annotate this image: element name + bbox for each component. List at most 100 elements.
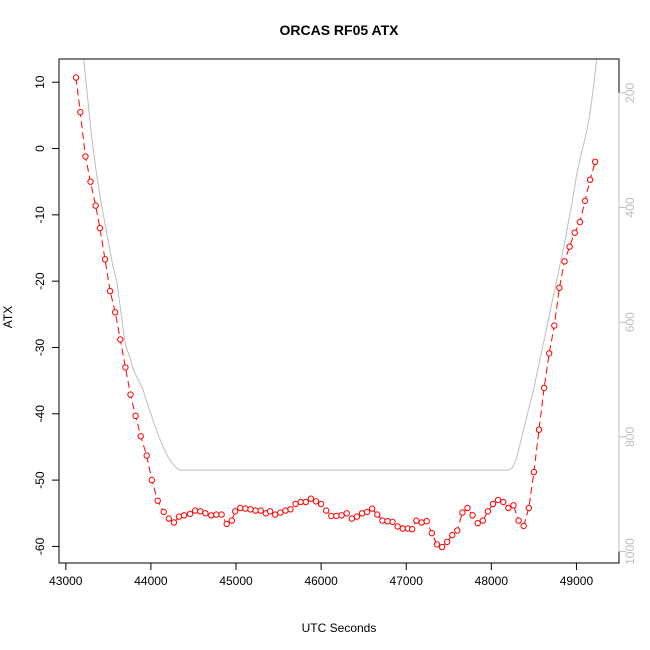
x-axis: 43000 44000 45000 46000 47000 48000 49000 <box>49 562 594 588</box>
atx-point <box>379 517 386 524</box>
atx-point <box>443 538 451 545</box>
atx-point <box>242 505 249 512</box>
atx-point <box>213 511 220 518</box>
atx-point <box>546 350 553 357</box>
y-tick-label: -10 <box>33 206 47 224</box>
atx-point <box>247 506 254 513</box>
atx-point <box>333 512 340 520</box>
atx-point <box>418 519 425 526</box>
atx-point <box>566 243 573 250</box>
atx-point <box>374 511 381 518</box>
atx-point <box>363 508 371 516</box>
atx-point <box>112 309 119 316</box>
y2-tick-label: 200 <box>623 82 637 102</box>
atx-point <box>389 518 396 526</box>
atx-point <box>122 364 129 371</box>
atx-point <box>154 497 161 504</box>
atx-point <box>449 531 456 539</box>
atx-point <box>464 504 471 512</box>
atx-point <box>505 504 512 512</box>
atx-point <box>282 507 289 514</box>
atx-line <box>75 77 596 548</box>
atx-point <box>571 229 578 236</box>
atx-point <box>175 513 183 520</box>
atx-point <box>127 391 134 398</box>
atx-point <box>143 452 150 459</box>
atx-point <box>433 541 441 548</box>
x-tick-label: 45000 <box>219 574 253 588</box>
atx-point <box>180 512 188 519</box>
atx-point <box>338 512 345 519</box>
atx-point <box>556 284 563 291</box>
atx-point <box>489 500 497 508</box>
atx-point <box>328 512 335 520</box>
atx-point <box>459 509 466 516</box>
atx-point <box>202 510 209 517</box>
atx-point <box>576 218 584 226</box>
x-tick-label: 43000 <box>49 574 83 588</box>
atx-point <box>148 476 156 484</box>
atx-point <box>423 518 430 525</box>
altitude-line <box>83 59 598 471</box>
atx-point <box>494 496 502 504</box>
x-tick-label: 44000 <box>134 574 168 588</box>
y-axis-right: 200 400 600 800 1000 <box>618 82 637 565</box>
atx-point <box>232 508 239 515</box>
atx-point <box>592 158 599 166</box>
atx-point <box>353 513 361 520</box>
atx-point <box>586 176 594 183</box>
atx-point <box>312 498 320 505</box>
atx-point <box>72 74 80 81</box>
atx-point <box>287 506 294 513</box>
atx-point <box>272 511 279 518</box>
atx-point <box>343 510 350 517</box>
atx-point <box>106 287 114 295</box>
atx-point <box>500 498 507 506</box>
x-tick-label: 47000 <box>390 574 424 588</box>
atx-point <box>348 515 355 522</box>
x-axis-label: UTC Seconds <box>302 621 377 635</box>
y2-tick-label: 600 <box>623 312 637 332</box>
atx-point <box>369 505 376 512</box>
y-tick-label: -50 <box>33 471 47 489</box>
atx-point <box>394 523 401 530</box>
x-tick-label: 48000 <box>475 574 509 588</box>
atx-point <box>515 517 522 524</box>
atx-point <box>399 525 406 532</box>
atx-point <box>96 224 104 232</box>
atx-point <box>223 520 230 528</box>
atx-point <box>551 322 558 329</box>
atx-point <box>101 256 109 263</box>
atx-point <box>186 510 194 518</box>
atx-point <box>484 508 492 515</box>
y-axis: 10 0 -10 -20 -30 -40 -50 -60 <box>33 75 60 555</box>
atx-point <box>454 527 461 534</box>
atx-point <box>297 498 304 506</box>
atx-point <box>438 543 446 551</box>
plot-frame <box>58 58 620 564</box>
atx-point <box>252 507 259 514</box>
atx-point <box>384 518 391 525</box>
atx-point <box>160 508 167 516</box>
x-tick-label: 49000 <box>560 574 594 588</box>
atx-point <box>77 108 84 116</box>
atx-point <box>479 517 486 524</box>
atx-point <box>218 511 225 518</box>
atx-point <box>137 433 144 440</box>
atx-point <box>428 530 435 537</box>
atx-point <box>92 202 99 209</box>
atx-series <box>72 74 599 551</box>
y-tick-label: -20 <box>33 272 47 290</box>
y2-tick-label: 400 <box>623 197 637 217</box>
x-tick-label: 46000 <box>304 574 338 588</box>
atx-point <box>525 504 532 512</box>
atx-point <box>266 508 274 515</box>
atx-point <box>257 507 264 514</box>
atx-point <box>530 468 538 476</box>
atx-point <box>237 504 244 512</box>
atx-point <box>358 510 366 517</box>
atx-point <box>192 507 199 514</box>
atx-point <box>132 412 139 419</box>
y-tick-label: -60 <box>33 537 47 555</box>
